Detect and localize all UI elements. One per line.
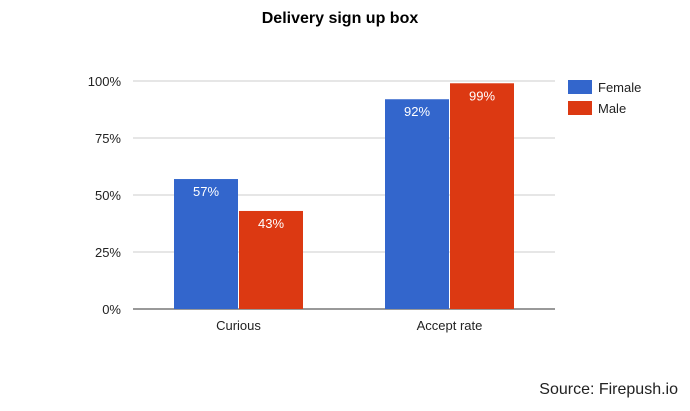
data-label: 92%: [404, 104, 430, 119]
legend-label: Female: [598, 80, 641, 95]
y-tick-label: 100%: [88, 74, 122, 89]
data-label: 43%: [258, 216, 284, 231]
y-tick-label: 25%: [95, 245, 121, 260]
y-tick-label: 75%: [95, 131, 121, 146]
source-note: Source: Firepush.io: [539, 381, 678, 398]
y-axis-ticks: 0% 25% 50% 75% 100%: [88, 74, 122, 317]
legend-swatch-male: [568, 101, 592, 115]
data-label: 57%: [193, 184, 219, 199]
legend: Female Male: [568, 80, 641, 116]
y-tick-label: 0%: [102, 302, 121, 317]
bar-female-1: [385, 99, 449, 310]
legend-swatch-female: [568, 80, 592, 94]
bars: 57% 43% 92% 99%: [174, 83, 514, 310]
x-axis-ticks: Curious Accept rate: [216, 318, 482, 333]
bar-male-1: [450, 83, 514, 309]
bar-female-0: [174, 179, 238, 309]
bar-male-0: [239, 210, 303, 309]
y-tick-label: 50%: [95, 188, 121, 203]
legend-label: Male: [598, 101, 626, 116]
x-tick-label: Curious: [216, 318, 261, 333]
x-tick-label: Accept rate: [417, 318, 483, 333]
data-label: 99%: [469, 88, 495, 103]
chart-title: Delivery sign up box: [261, 10, 419, 27]
